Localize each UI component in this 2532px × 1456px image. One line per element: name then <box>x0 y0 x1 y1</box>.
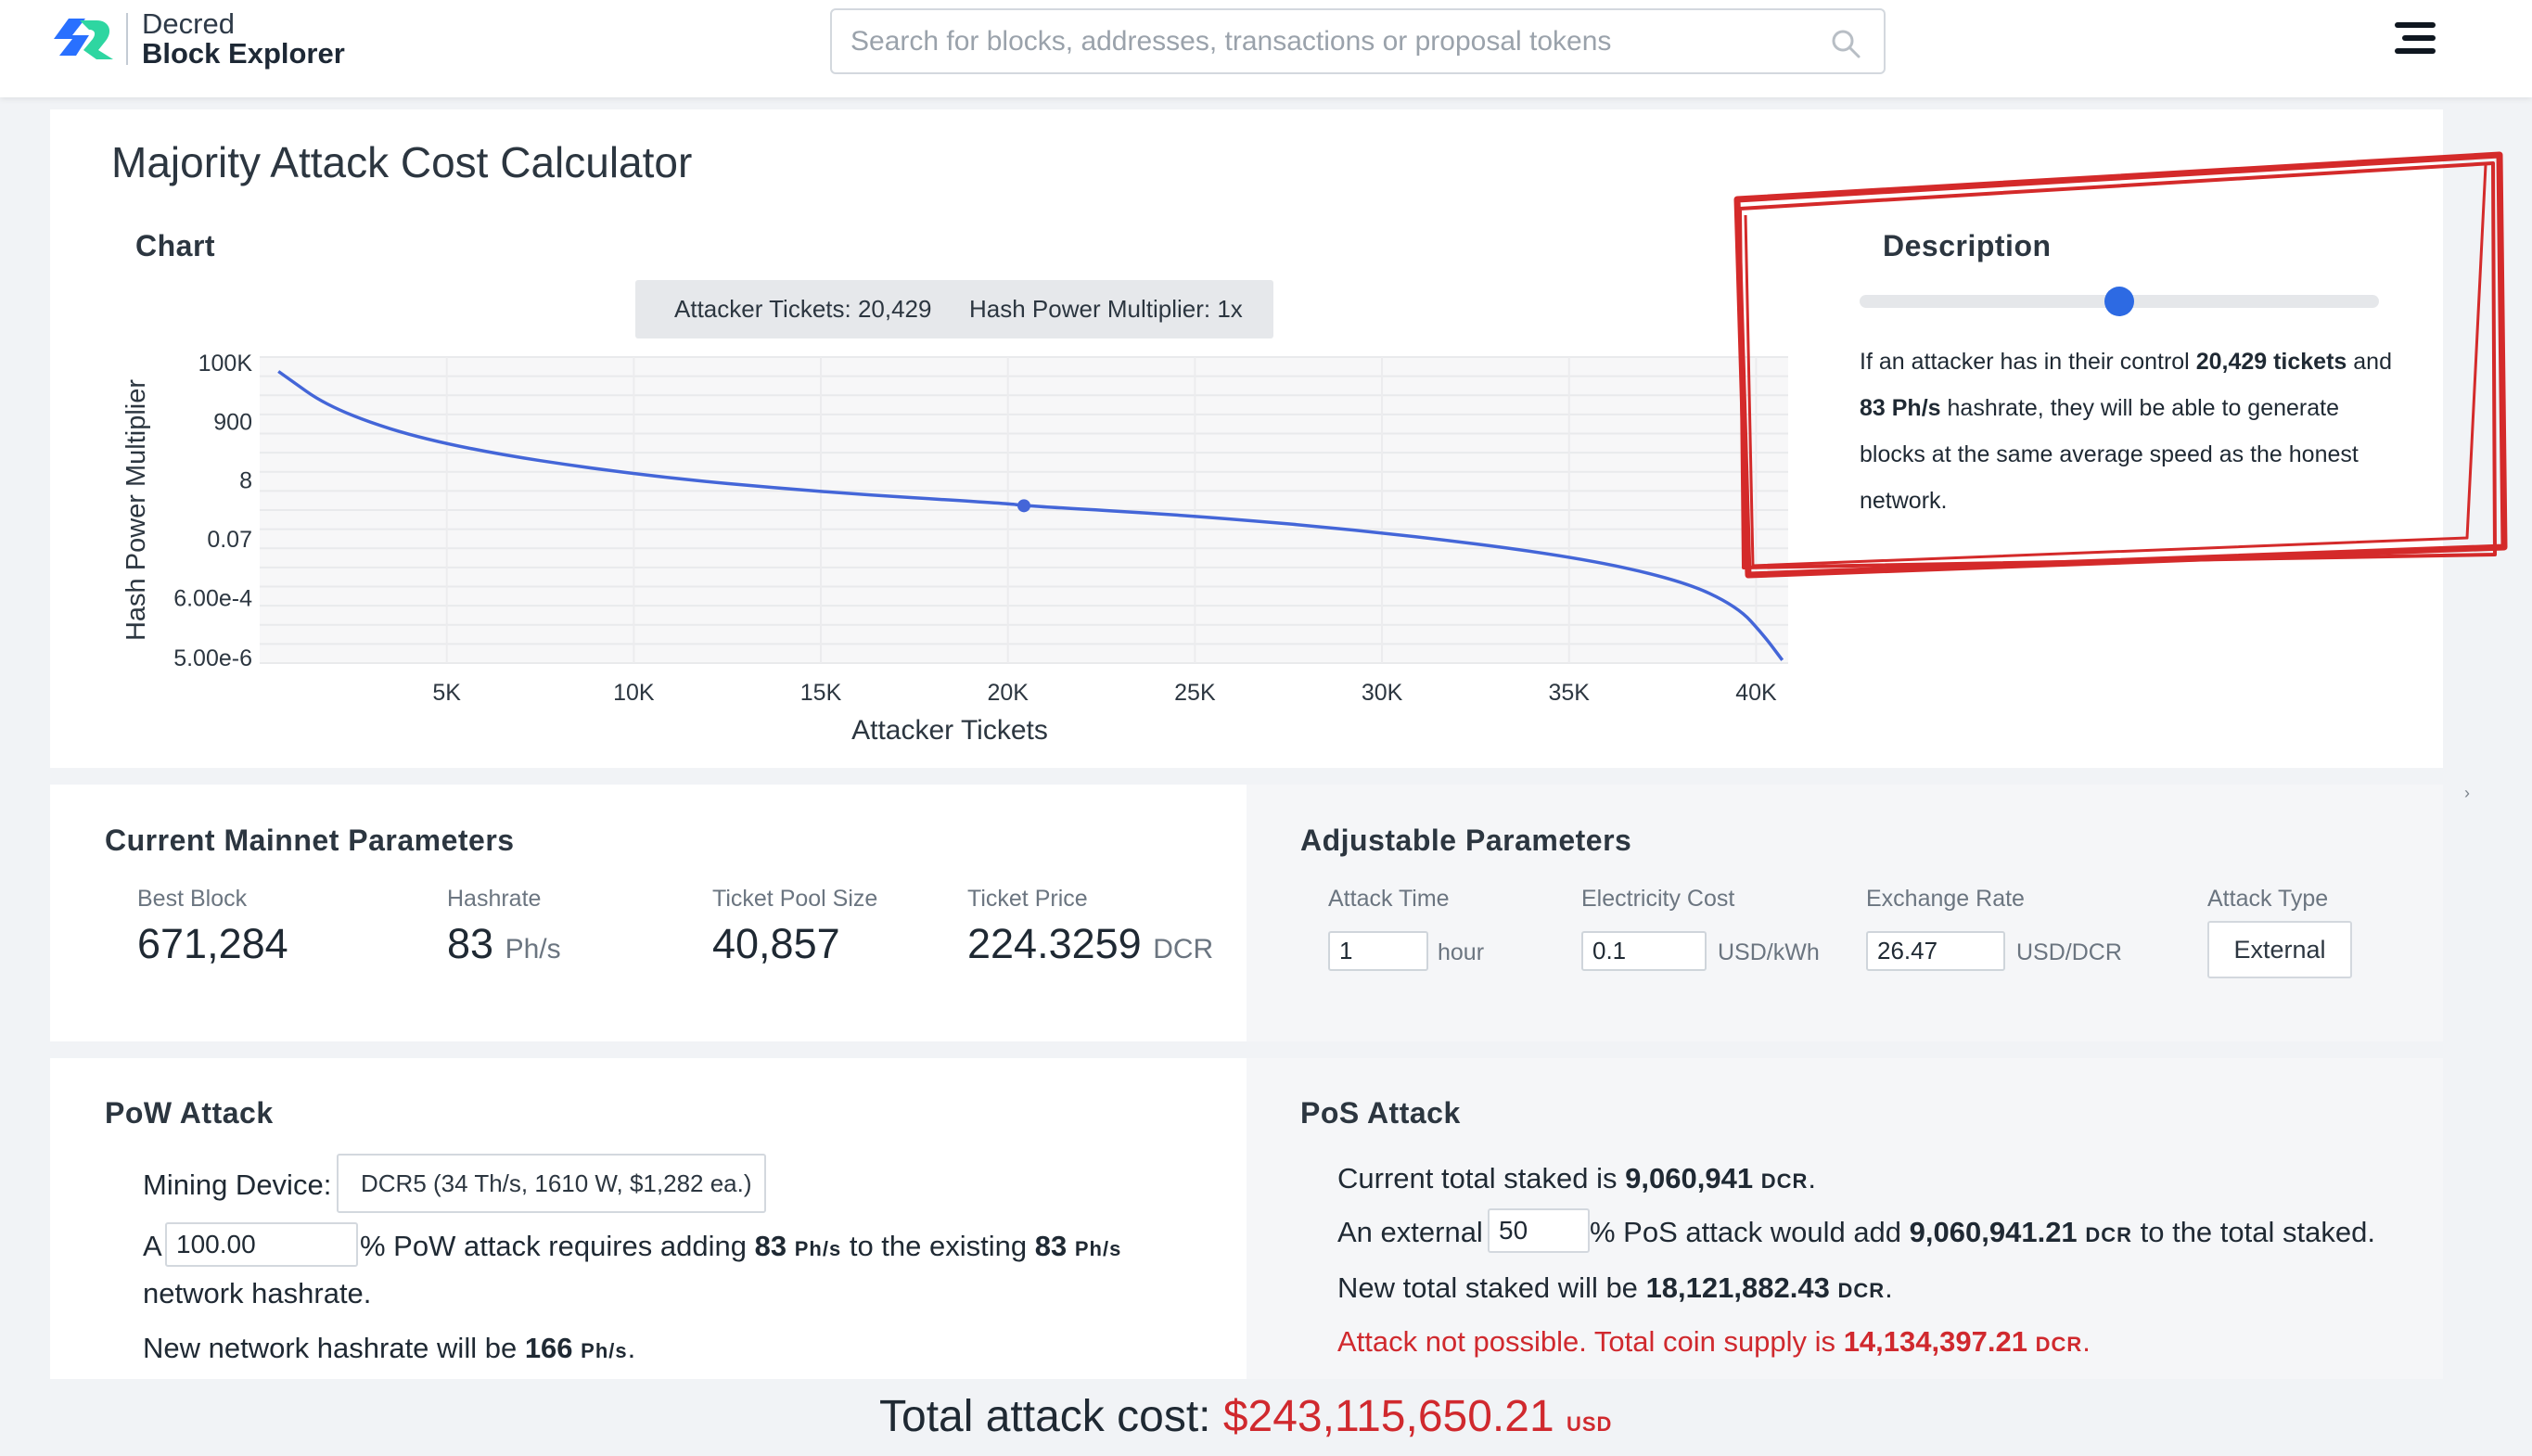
y-tick-label: 100K <box>198 351 253 377</box>
electricity-cost-unit: USD/kWh <box>1718 939 1820 965</box>
pow-attack-card <box>50 1058 1247 1379</box>
mining-device-select[interactable]: DCR5 (34 Th/s, 1610 W, $1,282 ea.) <box>337 1154 766 1213</box>
decred-logo-icon[interactable] <box>48 11 119 67</box>
exchange-rate-label: Exchange Rate <box>1866 886 2025 912</box>
ticket-price-value: 224.3259 DCR <box>967 920 1214 967</box>
pow-new-hashrate: New network hashrate will be 166 Ph/s. <box>143 1332 636 1364</box>
attack-type-label: Attack Type <box>2207 886 2329 912</box>
x-tick-label: 35K <box>1549 680 1591 706</box>
brand-name[interactable]: Decred <box>142 7 235 40</box>
pool-size-value: 40,857 <box>712 920 840 967</box>
edge-marker: › <box>2464 784 2470 802</box>
pos-percent-input[interactable] <box>1488 1208 1590 1253</box>
top-header: Decred Block Explorer <box>0 0 2532 97</box>
total-amount: $243,115,650.21 <box>1222 1392 1554 1441</box>
mainnet-params-card <box>50 785 1247 1041</box>
pow-new-value: 166 <box>524 1332 573 1364</box>
pow-title: PoW Attack <box>105 1096 274 1130</box>
y-tick-label: 5.00e-6 <box>173 645 252 671</box>
mainnet-title: Current Mainnet Parameters <box>105 824 515 857</box>
y-tick-label: 0.07 <box>207 527 252 553</box>
best-block-label: Best Block <box>137 886 248 912</box>
y-axis-label: Hash Power Multiplier <box>121 379 151 641</box>
y-tick-label: 6.00e-4 <box>173 586 252 612</box>
pos-attack-card <box>1247 1058 2443 1379</box>
chart-hover-legend: Attacker Tickets: 20,429 Hash Power Mult… <box>635 280 1273 338</box>
logo-divider <box>126 13 128 65</box>
hashrate-value: 83 Ph/s <box>447 920 561 967</box>
pow-existing-value: 83 <box>1034 1230 1068 1262</box>
pos-title: PoS Attack <box>1300 1096 1461 1130</box>
adjustable-title: Adjustable Parameters <box>1300 824 1632 857</box>
hamburger-menu-icon[interactable] <box>2395 22 2436 57</box>
pos-new-staked: New total staked will be 18,121,882.43 D… <box>1337 1271 1893 1304</box>
x-tick-label: 25K <box>1174 680 1216 706</box>
y-tick-label: 8 <box>239 468 252 494</box>
mining-device-label: Mining Device: <box>143 1169 332 1201</box>
search-input[interactable] <box>850 21 1815 62</box>
pow-line-end: network hashrate. <box>143 1277 372 1309</box>
x-tick-label: 15K <box>800 680 842 706</box>
attack-cost-chart[interactable]: 5K 10K 15K 20K 25K 30K 35K 40K 100K 900 8 0.07 6.00e… <box>111 343 1827 751</box>
x-tick-label: 10K <box>613 680 655 706</box>
exchange-rate-input[interactable] <box>1866 931 2005 971</box>
pow-requirement-text: % PoW attack requires adding 83 Ph/s to … <box>360 1230 1122 1262</box>
legend-hash-multiplier: Hash Power Multiplier: 1x <box>969 295 1243 323</box>
description-title: Description <box>1883 229 2052 262</box>
x-tick-label: 40K <box>1735 680 1777 706</box>
page-title: Majority Attack Cost Calculator <box>111 138 693 186</box>
description-text: If an attacker has in their control 20,4… <box>1860 349 2392 514</box>
search-box <box>830 8 1886 74</box>
x-tick-label: 20K <box>987 680 1029 706</box>
attack-time-label: Attack Time <box>1328 886 1450 912</box>
attack-type-select[interactable]: External <box>2207 921 2352 978</box>
pool-size-label: Ticket Pool Size <box>712 886 878 912</box>
description-tickets: 20,429 tickets <box>2195 349 2347 375</box>
pos-current-staked: Current total staked is 9,060,941 DCR. <box>1337 1162 1816 1194</box>
hashrate-label: Hashrate <box>447 886 542 912</box>
ticket-slider-thumb[interactable] <box>2104 287 2134 316</box>
menu-bar <box>2395 22 2436 28</box>
pow-add-value: 83 <box>754 1230 787 1262</box>
electricity-cost-input[interactable] <box>1581 931 1707 971</box>
total-currency: USD <box>1566 1412 1613 1436</box>
menu-bar <box>2402 35 2436 41</box>
pos-external-text: % PoS attack would add 9,060,941.21 DCR … <box>1590 1216 2375 1248</box>
total-attack-cost: Total attack cost: $243,115,650.21 USD <box>879 1392 1613 1441</box>
exchange-rate-unit: USD/DCR <box>2016 939 2122 965</box>
pos-external-prefix: An external <box>1337 1216 1483 1248</box>
ticket-price-label: Ticket Price <box>967 886 1088 912</box>
legend-attacker-tickets: Attacker Tickets: 20,429 <box>674 295 932 323</box>
x-axis-label: Attacker Tickets <box>851 715 1048 746</box>
adjustable-params-card <box>1247 785 2443 1041</box>
attack-time-input[interactable] <box>1328 931 1428 971</box>
brand-subtitle[interactable]: Block Explorer <box>142 37 345 70</box>
pow-line-a: A <box>143 1230 162 1262</box>
chart-section-title: Chart <box>135 229 216 262</box>
best-block-value[interactable]: 671,284 <box>137 920 288 967</box>
x-tick-label: 5K <box>432 680 461 706</box>
electricity-cost-label: Electricity Cost <box>1581 886 1735 912</box>
pos-staked-value: 9,060,941 <box>1625 1162 1754 1194</box>
pow-percent-input[interactable] <box>165 1222 358 1267</box>
search-icon[interactable] <box>1830 28 1861 59</box>
pos-new-value: 18,121,882.43 <box>1645 1271 1830 1304</box>
pos-add-value: 9,060,941.21 <box>1909 1216 2078 1248</box>
highlight-point <box>1017 499 1031 513</box>
attack-time-unit: hour <box>1438 939 1485 965</box>
description-hashrate: 83 Ph/s <box>1860 395 1941 421</box>
pos-supply-value: 14,134,397.21 <box>1843 1325 2027 1358</box>
menu-bar <box>2395 48 2436 54</box>
y-tick-label: 900 <box>213 409 252 435</box>
pos-warning: Attack not possible. Total coin supply i… <box>1337 1325 2091 1358</box>
x-tick-label: 30K <box>1362 680 1403 706</box>
